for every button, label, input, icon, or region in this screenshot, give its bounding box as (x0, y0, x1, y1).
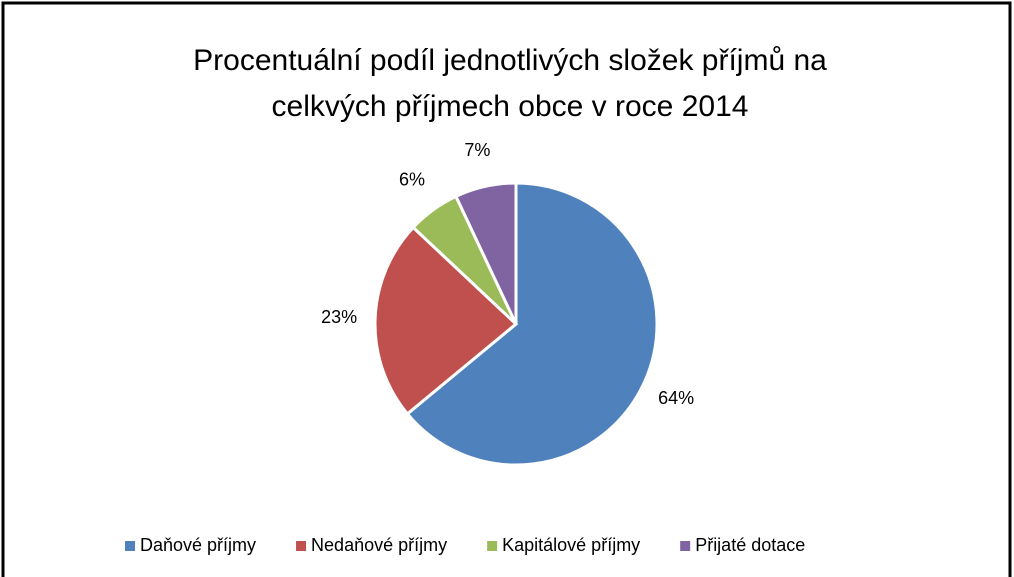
legend-label: Přijaté dotace (695, 535, 805, 555)
legend-swatch (680, 541, 691, 551)
data-label: 6% (399, 170, 425, 190)
legend-label: Nedaňové příjmy (311, 535, 447, 555)
legend-label: Kapitálové příjmy (502, 535, 640, 555)
data-label: 7% (464, 140, 490, 160)
data-label: 64% (658, 388, 694, 408)
data-label: 23% (321, 307, 357, 327)
pie-slice (453, 181, 518, 325)
pie-slice (373, 225, 519, 416)
legend-swatch (125, 541, 135, 551)
legend-swatch (296, 541, 307, 551)
legend-label: Daňové příjmy (140, 535, 256, 555)
chart-title: Procentuální podíl jednotlivých složek p… (193, 44, 827, 77)
pie-slice (405, 181, 659, 467)
chart-title: celkvých příjmech obce v roce 2014 (272, 90, 749, 123)
legend-swatch (487, 541, 498, 551)
